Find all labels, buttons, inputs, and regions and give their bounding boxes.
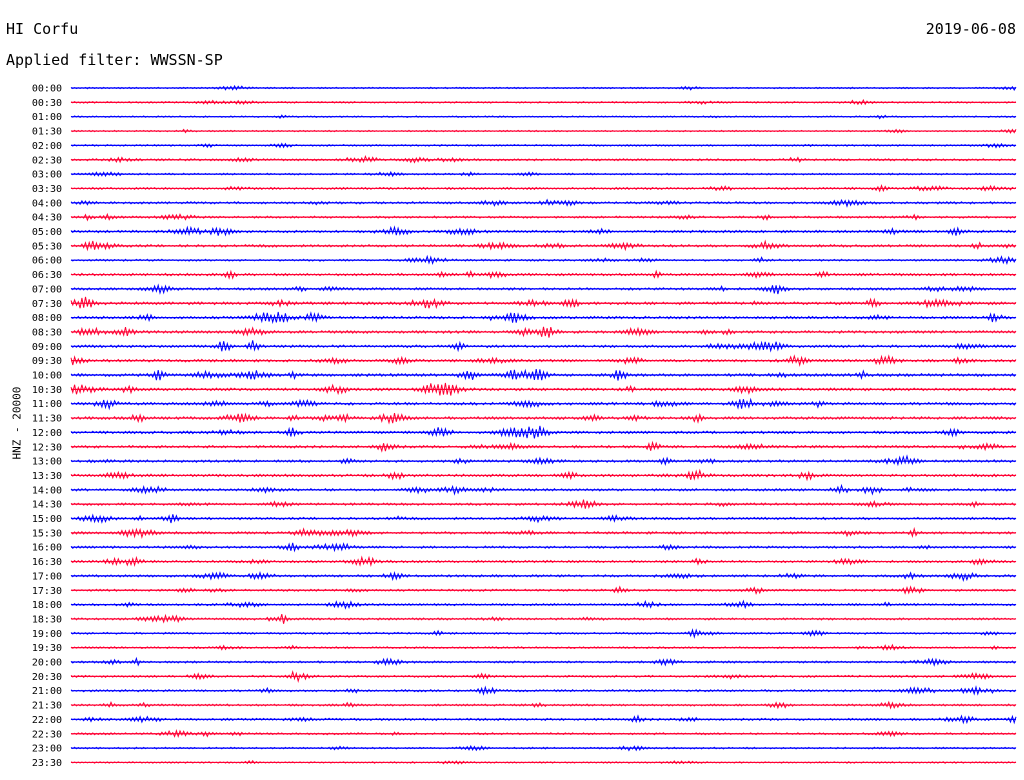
filter-label: Applied filter: WWSSN-SP [6, 51, 223, 69]
row-time-label: 09:00 [32, 342, 62, 353]
row-time-label: 00:30 [32, 98, 62, 109]
row-time-label: 11:00 [32, 399, 62, 410]
row-time-label: 05:30 [32, 241, 62, 252]
row-time-label: 07:00 [32, 284, 62, 295]
row-time-label: 21:30 [32, 701, 62, 712]
seismic-trace [70, 296, 1017, 310]
row-time-label: 08:00 [32, 313, 62, 324]
row-time-label: 22:30 [32, 729, 62, 740]
row-time-label: 20:30 [32, 672, 62, 683]
row-time-label: 10:30 [32, 385, 62, 396]
row-time-label: 03:00 [32, 170, 62, 181]
row-time-label: 04:00 [32, 198, 62, 209]
row-time-label: 12:00 [32, 428, 62, 439]
row-time-label: 18:00 [32, 600, 62, 611]
row-time-label: 00:00 [32, 84, 62, 95]
row-time-label: 21:00 [32, 686, 62, 697]
row-time-label: 18:30 [32, 614, 62, 625]
row-time-label: 04:30 [32, 213, 62, 224]
row-time-label: 16:30 [32, 557, 62, 568]
row-time-label: 13:30 [32, 471, 62, 482]
row-time-label: 14:30 [32, 500, 62, 511]
row-time-label: 16:00 [32, 543, 62, 554]
row-time-label: 14:00 [32, 485, 62, 496]
row-time-label: 06:30 [32, 270, 62, 281]
row-time-label: 23:00 [32, 744, 62, 755]
row-time-label: 07:30 [32, 299, 62, 310]
row-time-label: 01:30 [32, 127, 62, 138]
row-time-label: 05:00 [32, 227, 62, 238]
row-time-label: 13:00 [32, 457, 62, 468]
date-label: 2019-06-08 [925, 20, 1016, 38]
row-time-label: 02:30 [32, 155, 62, 166]
row-time-label: 11:30 [32, 414, 62, 425]
station-title: HI Corfu [6, 20, 79, 38]
row-time-label: 19:30 [32, 643, 62, 654]
row-time-label: 15:00 [32, 514, 62, 525]
row-time-label: 10:00 [32, 371, 62, 382]
row-time-label: 12:30 [32, 442, 62, 453]
row-time-label: 20:00 [32, 658, 62, 669]
row-time-label: 02:00 [32, 141, 62, 152]
row-time-label: 09:30 [32, 356, 62, 367]
row-time-label: 23:30 [32, 758, 62, 769]
seismic-trace [70, 454, 1017, 467]
row-time-label: 08:30 [32, 327, 62, 338]
row-time-label: 17:00 [32, 571, 62, 582]
row-time-label: 03:30 [32, 184, 62, 195]
row-time-label: 17:30 [32, 586, 62, 597]
seismic-trace [70, 283, 1017, 295]
row-time-label: 22:00 [32, 715, 62, 726]
row-time-label: 06:00 [32, 256, 62, 267]
row-time-label: 19:00 [32, 629, 62, 640]
row-time-label: 01:00 [32, 112, 62, 123]
row-time-label: 15:30 [32, 528, 62, 539]
